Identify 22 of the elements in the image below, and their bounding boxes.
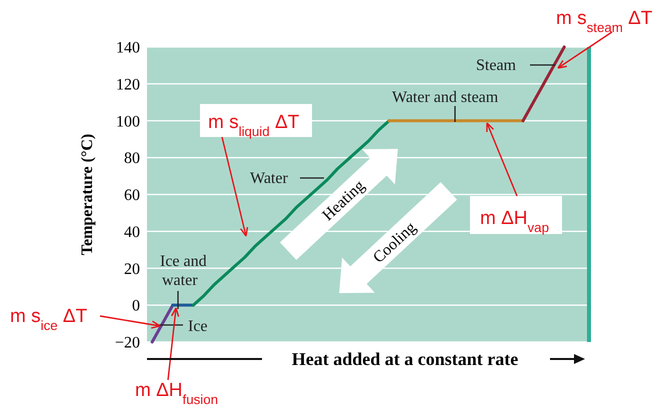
line-series — [522, 46, 566, 122]
y-tick-label: 100 — [116, 113, 140, 130]
y-tick-label: 140 — [116, 40, 140, 57]
text: m s$_{ice}$ ΔT — [10, 306, 88, 332]
y-tick-label: 20 — [124, 260, 140, 278]
y-tick-label: 40 — [124, 224, 140, 241]
y-tick-label: 0 — [132, 298, 140, 315]
y-tick-label: 80 — [124, 150, 140, 168]
series-label: Steam — [476, 57, 517, 74]
y-tick-label: 60 — [124, 187, 140, 204]
annotation: m s$_{liquid}$ ΔT — [208, 112, 300, 138]
series-label: Ice — [188, 318, 208, 335]
text: m ΔH$_{fusion}$ — [135, 380, 218, 406]
text: m s$_{steam}$ ΔT — [556, 8, 653, 34]
x-axis-title: Heat added at a constant rate — [292, 349, 518, 369]
series-label: Ice and water — [160, 253, 207, 289]
series-label: Water — [250, 170, 288, 187]
series-label: Water and steam — [392, 89, 499, 106]
y-tick-label: 120 — [116, 76, 140, 94]
y-axis-title: Temperature (°C) — [79, 134, 96, 256]
y-tick-label: −20 — [114, 334, 140, 352]
annotation: m ΔH$_{vap}$ — [480, 208, 549, 234]
